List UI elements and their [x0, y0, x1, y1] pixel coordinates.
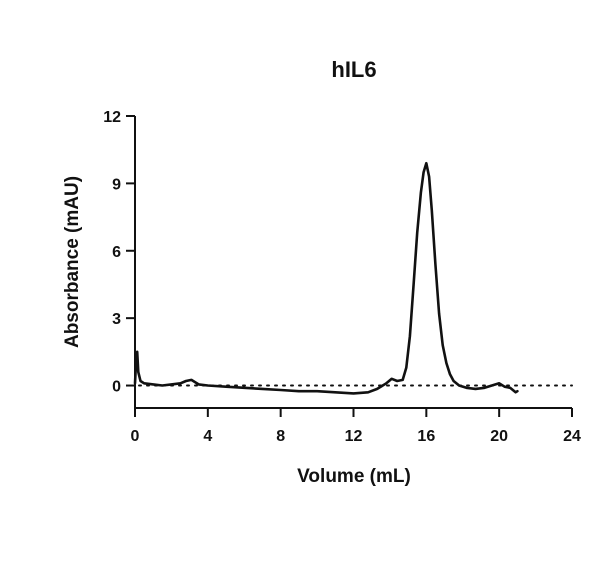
axes-group: 0 3 6 9 12 0 4 8 12 16 20 24: [103, 109, 581, 445]
y-axis-label: Absorbance (mAU): [62, 176, 83, 348]
x-tick-label: 20: [490, 428, 508, 445]
x-tick-label: 16: [417, 428, 435, 445]
x-tick-label: 4: [203, 428, 212, 445]
x-axis-label: Volume (mL): [297, 466, 411, 487]
plot-area: [133, 161, 573, 395]
x-tick-label: 8: [276, 428, 285, 445]
y-tick-label: 6: [112, 244, 121, 261]
y-tick-label: 0: [112, 379, 121, 396]
y-tick-label: 9: [112, 176, 121, 193]
absorbance-trace: [133, 161, 519, 395]
y-tick-label: 3: [112, 311, 121, 328]
x-tick-label: 0: [131, 428, 140, 445]
y-tick-label: 12: [103, 109, 121, 126]
x-tick-label: 24: [563, 428, 581, 445]
x-tick-label: 12: [345, 428, 363, 445]
chart-title: hIL6: [331, 57, 376, 82]
